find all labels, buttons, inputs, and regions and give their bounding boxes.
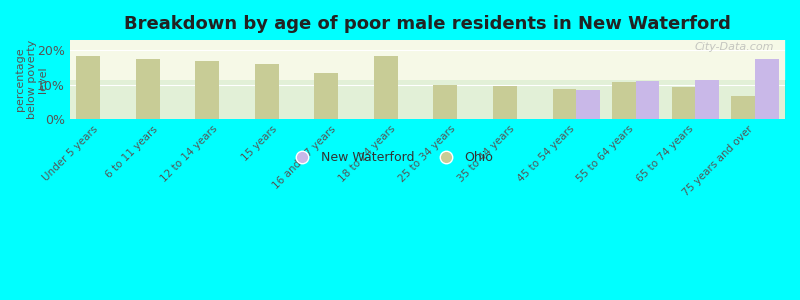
Bar	[434, 85, 458, 119]
Bar	[255, 64, 278, 119]
Bar	[636, 81, 659, 119]
Bar	[576, 90, 600, 119]
Y-axis label: percentage
below poverty
level: percentage below poverty level	[15, 40, 48, 119]
Legend: New Waterford, Ohio: New Waterford, Ohio	[285, 146, 498, 170]
Bar	[195, 61, 219, 119]
Bar	[76, 56, 100, 119]
Bar	[553, 89, 576, 119]
Bar	[731, 96, 755, 119]
Title: Breakdown by age of poor male residents in New Waterford: Breakdown by age of poor male residents …	[124, 15, 731, 33]
Text: City-Data.com: City-Data.com	[694, 43, 774, 52]
Bar	[755, 59, 778, 119]
Bar	[695, 80, 719, 119]
Bar	[374, 56, 398, 119]
Bar	[671, 87, 695, 119]
Bar	[493, 86, 517, 119]
Bar	[314, 73, 338, 119]
Bar	[612, 82, 636, 119]
Bar	[136, 59, 160, 119]
